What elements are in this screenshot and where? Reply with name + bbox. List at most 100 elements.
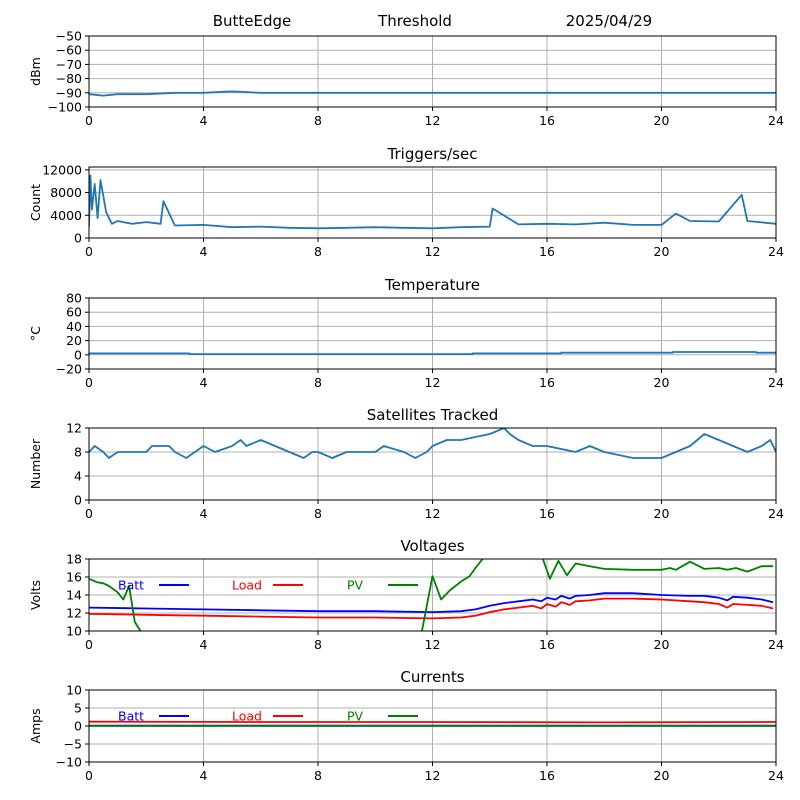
x-tick-label: 16 bbox=[539, 375, 555, 390]
x-tick-label: 16 bbox=[539, 506, 555, 521]
x-tick-label: 0 bbox=[85, 244, 93, 259]
x-tick-label: 0 bbox=[85, 375, 93, 390]
series-line-1 bbox=[89, 428, 776, 459]
x-tick-label: 16 bbox=[539, 113, 555, 128]
y-tick-label: 10 bbox=[66, 683, 82, 698]
x-tick-label: 12 bbox=[425, 113, 441, 128]
x-tick-label: 24 bbox=[768, 768, 784, 783]
chart-title: Currents bbox=[400, 668, 464, 686]
x-tick-label: 12 bbox=[425, 244, 441, 259]
chart-triggers: 0 4 8 12 16 20 24 0 4000 8000 12000 Triggers/sec Cou… bbox=[28, 145, 784, 259]
series-line-load bbox=[89, 720, 776, 724]
x-tick-label: 20 bbox=[654, 506, 670, 521]
x-tick-label: 8 bbox=[314, 637, 322, 652]
series-line-1 bbox=[89, 90, 776, 97]
header-label: Threshold bbox=[377, 12, 452, 30]
x-tick-label: 24 bbox=[768, 113, 784, 128]
x-tick-label: 4 bbox=[200, 768, 208, 783]
x-tick-label: 8 bbox=[314, 113, 322, 128]
x-tick-label: 0 bbox=[85, 113, 93, 128]
y-tick-label: −70 bbox=[56, 57, 82, 72]
x-tick-label: 20 bbox=[654, 637, 670, 652]
chart-title: Temperature bbox=[384, 276, 480, 294]
x-tick-label: 0 bbox=[85, 768, 93, 783]
x-tick-label: 4 bbox=[200, 506, 208, 521]
legend-label-pv: PV bbox=[347, 578, 364, 593]
x-tick-label: 24 bbox=[768, 506, 784, 521]
y-tick-label: 10 bbox=[66, 624, 82, 639]
y-tick-label: −100 bbox=[48, 100, 82, 115]
y-tick-label: 20 bbox=[66, 333, 82, 348]
y-tick-label: −90 bbox=[56, 85, 82, 100]
series-line-1 bbox=[89, 174, 776, 230]
x-tick-label: 4 bbox=[200, 113, 208, 128]
y-axis-label: Amps bbox=[28, 708, 43, 743]
x-tick-label: 12 bbox=[425, 637, 441, 652]
chart-satellites: 0 4 8 12 16 20 24 0 4 8 12 Satellites Tracked Number bbox=[28, 406, 784, 521]
x-tick-label: 20 bbox=[654, 113, 670, 128]
y-axis-label: Number bbox=[28, 438, 43, 489]
x-tick-label: 12 bbox=[425, 506, 441, 521]
legend-label-batt: Batt bbox=[118, 709, 144, 724]
x-tick-label: 8 bbox=[314, 768, 322, 783]
chart-threshold: 0 4 8 12 16 20 24 −100−90−80−70−60−50 dBm bbox=[28, 29, 784, 129]
y-tick-label: 40 bbox=[66, 319, 82, 334]
y-tick-label: −10 bbox=[56, 755, 82, 770]
y-tick-label: 16 bbox=[66, 570, 82, 585]
legend-label-batt: Batt bbox=[118, 578, 144, 593]
x-tick-label: 12 bbox=[425, 375, 441, 390]
y-tick-label: 8000 bbox=[50, 185, 82, 200]
x-tick-label: 16 bbox=[539, 244, 555, 259]
x-tick-label: 4 bbox=[200, 637, 208, 652]
chart-title: Satellites Tracked bbox=[367, 406, 498, 424]
x-tick-label: 20 bbox=[654, 768, 670, 783]
x-tick-label: 8 bbox=[314, 244, 322, 259]
x-tick-label: 20 bbox=[654, 375, 670, 390]
y-tick-label: −20 bbox=[56, 362, 82, 377]
x-tick-label: 20 bbox=[654, 244, 670, 259]
legend-label-pv: PV bbox=[347, 709, 364, 724]
x-tick-label: 4 bbox=[200, 375, 208, 390]
y-tick-label: 60 bbox=[66, 305, 82, 320]
y-tick-label: 0 bbox=[74, 719, 82, 734]
y-tick-label: −60 bbox=[56, 43, 82, 58]
y-tick-label: −80 bbox=[56, 71, 82, 86]
series-line-load bbox=[89, 597, 774, 620]
x-tick-label: 16 bbox=[539, 637, 555, 652]
y-tick-label: 5 bbox=[74, 701, 82, 716]
y-tick-label: −5 bbox=[64, 737, 82, 752]
series-line-batt bbox=[89, 592, 774, 613]
y-axis-label: °C bbox=[28, 326, 43, 341]
series-line-1 bbox=[89, 351, 776, 356]
chart-title: Voltages bbox=[400, 537, 464, 555]
y-tick-label: 0 bbox=[74, 347, 82, 362]
x-tick-label: 0 bbox=[85, 637, 93, 652]
y-axis-label: Volts bbox=[28, 580, 43, 610]
x-tick-label: 12 bbox=[425, 768, 441, 783]
y-tick-label: −50 bbox=[56, 29, 82, 44]
x-tick-label: 0 bbox=[85, 506, 93, 521]
y-tick-label: 4 bbox=[74, 469, 82, 484]
y-tick-label: 12000 bbox=[42, 162, 82, 177]
y-tick-label: 0 bbox=[74, 493, 82, 508]
y-axis-label: dBm bbox=[28, 57, 43, 86]
header-date: 2025/04/29 bbox=[566, 12, 652, 30]
x-tick-label: 8 bbox=[314, 375, 322, 390]
y-tick-label: 8 bbox=[74, 445, 82, 460]
x-tick-label: 24 bbox=[768, 375, 784, 390]
x-tick-label: 4 bbox=[200, 244, 208, 259]
header-station: ButteEdge bbox=[213, 12, 292, 30]
x-tick-label: 16 bbox=[539, 768, 555, 783]
x-tick-label: 24 bbox=[768, 244, 784, 259]
legend-label-load: Load bbox=[232, 709, 262, 724]
series-line-pv bbox=[89, 559, 774, 631]
chart-title: Triggers/sec bbox=[387, 145, 478, 163]
y-tick-label: 4000 bbox=[50, 208, 82, 223]
y-tick-label: 80 bbox=[66, 291, 82, 306]
y-tick-label: 14 bbox=[66, 588, 82, 603]
y-tick-label: 0 bbox=[74, 231, 82, 246]
